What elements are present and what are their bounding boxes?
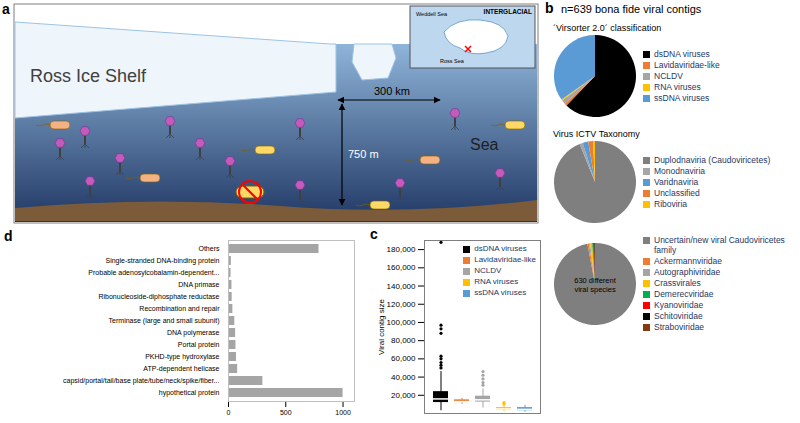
html-text:Crassvirales: Crassvirales [654,278,701,288]
html-text:Autographiviridae: Autographiviridae [654,267,721,277]
svg-text:Sea: Sea [470,136,499,153]
html-text:n=639 bona fide viral contigs: n=639 bona fide viral contigs [561,3,702,15]
svg-text:300 km: 300 km [374,85,410,97]
html-text:Ackermannviridae: Ackermannviridae [654,256,722,266]
svg-text:0: 0 [227,409,231,416]
svg-text:Ross Sea: Ross Sea [440,58,465,64]
html-text:Unclassified: Unclassified [654,188,700,198]
svg-text:20,000: 20,000 [391,391,416,400]
svg-text:Weddell Sea: Weddell Sea [416,11,448,17]
svg-text:100,000: 100,000 [387,318,416,327]
svg-text:Others: Others [198,245,220,252]
svg-text:Ribonucleoside-diphosphate red: Ribonucleoside-diphosphate reductase [98,293,219,301]
svg-text:ATP-dependent helicase: ATP-dependent helicase [143,365,219,373]
html-text:Virus ICTV Taxonomy: Virus ICTV Taxonomy [553,129,640,139]
svg-text:Ross Ice Shelf: Ross Ice Shelf [30,66,147,86]
svg-text:750 m: 750 m [348,148,379,160]
html-text:RNA viruses: RNA viruses [654,82,701,92]
html-text:Riboviria: Riboviria [654,199,688,209]
svg-text:Single-stranded DNA-binding pr: Single-stranded DNA-binding protein [105,257,219,265]
svg-text:180,000: 180,000 [387,245,416,254]
html-text:NCLDV: NCLDV [654,71,683,81]
html-text:NCLDV: NCLDV [474,266,502,275]
html-text:Monodnaviria: Monodnaviria [654,166,705,176]
html-text:ssDNA viruses: ssDNA viruses [474,288,527,297]
svg-text:capsid/portal/tail/base plate/: capsid/portal/tail/base plate/tube/neck/… [63,377,219,385]
svg-text:40,000: 40,000 [391,373,416,382]
html-text:d: d [4,228,13,244]
html-text:Lavidaviridae-like: Lavidaviridae-like [654,60,720,70]
svg-text:120,000: 120,000 [387,300,416,309]
html-text:Kyanoviridae: Kyanoviridae [654,300,704,310]
svg-text:Terminase (large and small sub: Terminase (large and small subunit) [109,317,220,325]
svg-text:140,000: 140,000 [387,282,416,291]
html-text:´Virsorter 2.0´ classification: ´Virsorter 2.0´ classification [553,23,662,33]
svg-text:INTERGLACIAL: INTERGLACIAL [484,8,532,15]
svg-text:a: a [2,1,10,17]
svg-text:DNA primase: DNA primase [178,281,219,289]
svg-text:1000: 1000 [335,409,351,416]
html-text:Varidnaviria: Varidnaviria [654,177,699,187]
svg-text:500: 500 [280,409,292,416]
html-text:dsDNA viruses: dsDNA viruses [654,49,710,59]
html-text:Demerecviridae: Demerecviridae [654,289,714,299]
html-text:Uncertain/new viral Caudoviric: Uncertain/new viral Caudoviricetes famil… [654,235,785,255]
html-text:ssDNA viruses: ssDNA viruses [654,93,710,103]
html-text:Duplodnaviria (Caudoviricetes): Duplodnaviria (Caudoviricetes) [654,155,771,165]
svg-text:630 differentviral species: 630 differentviral species [574,276,616,294]
html-text:c: c [370,226,378,242]
svg-text:60,000: 60,000 [391,354,416,363]
svg-text:80,000: 80,000 [391,336,416,345]
html-text:Straboviridae: Straboviridae [654,322,705,332]
svg-text:hypothetical protein: hypothetical protein [159,389,220,397]
svg-text:Portal protein: Portal protein [178,341,220,349]
html-text:RNA viruses: RNA viruses [474,277,519,286]
svg-text:160,000: 160,000 [387,263,416,272]
html-text:dsDNA viruses: dsDNA viruses [474,244,527,253]
svg-text:Probable adenosylcobalamin-dep: Probable adenosylcobalamin-dependent... [88,269,219,277]
html-text:Lavidaviridae-like: Lavidaviridae-like [474,255,536,264]
svg-text:PKHD-type hydroxylase: PKHD-type hydroxylase [145,353,219,361]
html-text:Schitoviridae: Schitoviridae [654,311,703,321]
svg-text:DNA polymerase: DNA polymerase [167,329,220,337]
svg-text:Recombination and repair: Recombination and repair [139,305,220,313]
html-text:b: b [545,0,554,16]
svg-text:Viral contig size: Viral contig size [377,299,386,355]
